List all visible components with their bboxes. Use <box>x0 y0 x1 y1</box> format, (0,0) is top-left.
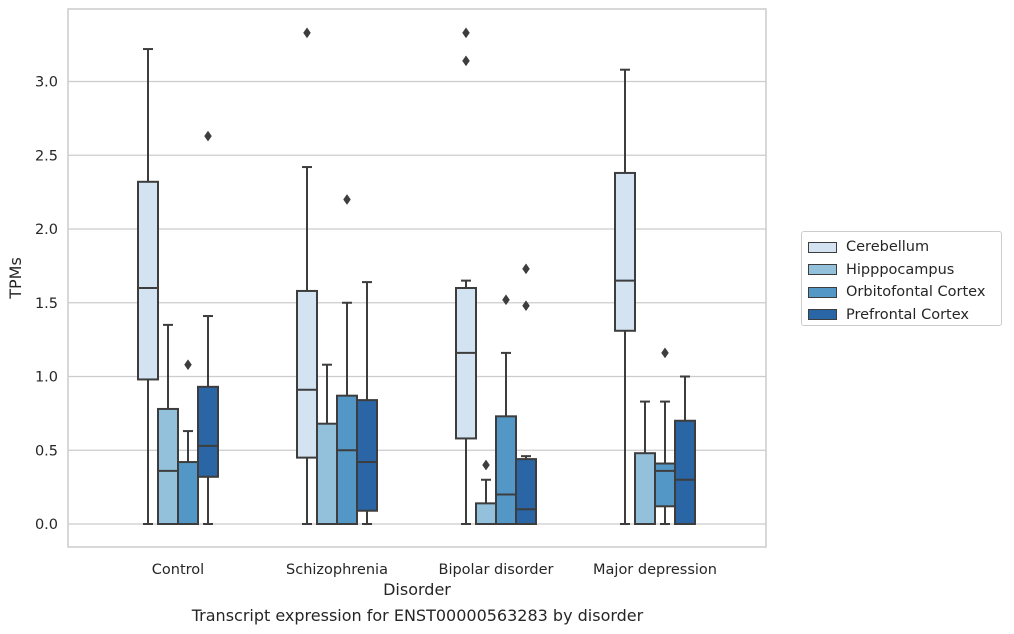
legend-swatch <box>808 241 837 253</box>
legend-label: Orbitofontal Cortex <box>846 284 986 301</box>
legend-item: Hipppocampus <box>808 259 1001 282</box>
box <box>614 68 636 525</box>
plot-frame <box>67 8 767 548</box>
x-tick-label: Major depression <box>593 562 717 578</box>
box-body <box>296 289 318 459</box>
box <box>634 400 656 526</box>
box-body <box>356 399 378 512</box>
box-body <box>614 171 636 332</box>
outlier-point <box>522 263 530 275</box>
legend-label: Prefrontal Cortex <box>846 306 969 323</box>
y-tick-label: 1.0 <box>35 370 58 386</box>
outlier-point <box>661 347 669 359</box>
y-axis-label: TPMs <box>6 257 25 300</box>
box <box>197 130 219 525</box>
grid-lines <box>68 80 766 525</box>
box <box>495 294 517 526</box>
box-body <box>197 385 219 478</box>
box-body <box>177 461 199 525</box>
outlier-point <box>522 300 530 312</box>
y-tick-label: 2.0 <box>35 222 58 238</box>
box-body <box>455 287 477 440</box>
legend-label: Cerebellum <box>846 239 930 256</box>
y-tick-label: 0.0 <box>35 517 58 533</box>
box <box>654 347 676 525</box>
y-tick-label: 3.0 <box>35 75 58 91</box>
outlier-point <box>482 459 490 471</box>
box-body <box>674 419 696 525</box>
box-body <box>157 407 179 526</box>
outlier-point <box>343 194 351 205</box>
legend-item: Prefrontal Cortex <box>808 304 1001 327</box>
box <box>137 48 159 525</box>
figure-caption: Transcript expression for ENST0000056328… <box>191 606 644 625</box>
y-tick-label: 0.5 <box>35 443 58 459</box>
legend-swatch <box>808 309 837 321</box>
box-body <box>515 458 537 526</box>
x-tick-label: Schizophrenia <box>286 562 388 578</box>
x-tick-labels: Control Schizophrenia Bipolar disorder Majo… <box>152 562 717 578</box>
outlier-point <box>502 294 510 306</box>
legend-swatch <box>808 264 837 276</box>
box <box>296 27 318 525</box>
box-body <box>316 422 338 526</box>
outlier-point <box>462 55 470 67</box>
legend-item: Orbitofontal Cortex <box>808 281 1001 304</box>
x-tick-label: Control <box>152 562 204 578</box>
legend-swatch <box>808 286 837 298</box>
legend-label: Hipppocampus <box>846 261 955 278</box>
box <box>515 263 537 526</box>
legend-item: Cerebellum <box>808 236 1001 259</box>
box <box>316 363 338 526</box>
y-tick-labels: 0.0 0.5 1.0 1.5 2.0 2.5 3.0 <box>35 75 58 534</box>
box <box>157 323 179 526</box>
outlier-point <box>303 27 311 39</box>
box <box>475 459 497 526</box>
outlier-point <box>204 130 212 142</box>
y-tick-label: 2.5 <box>35 148 58 164</box>
y-tick-label: 1.5 <box>35 296 58 312</box>
box-plots <box>137 27 696 526</box>
x-axis-label: Disorder <box>383 580 451 599</box>
outlier-point <box>184 359 192 371</box>
box-body <box>475 502 497 526</box>
box-body <box>336 394 358 525</box>
box <box>336 194 358 525</box>
box <box>356 281 378 525</box>
box-body <box>137 180 159 381</box>
legend: Cerebellum Hipppocampus Orbitofontal Corte… <box>801 231 1002 326</box>
outlier-point <box>462 27 470 39</box>
box-body <box>634 452 656 526</box>
box <box>455 27 477 525</box>
x-tick-label: Bipolar disorder <box>439 562 554 578</box>
box-body <box>495 415 517 526</box>
box <box>177 359 199 525</box>
box <box>674 375 696 525</box>
